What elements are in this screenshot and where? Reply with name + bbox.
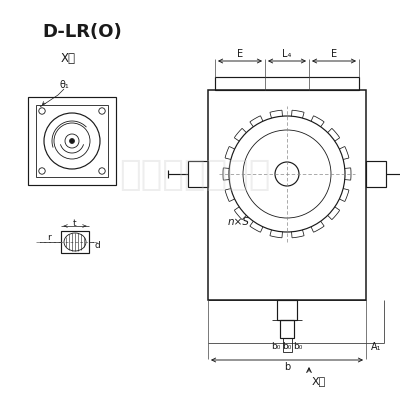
Text: b₀: b₀ — [293, 342, 303, 351]
Bar — [366, 161, 386, 187]
Text: D-LR(O): D-LR(O) — [42, 23, 122, 41]
Circle shape — [70, 138, 74, 144]
Bar — [36, 105, 108, 177]
Text: L₄: L₄ — [282, 49, 292, 59]
Bar — [215, 77, 359, 90]
Bar — [277, 300, 297, 320]
Text: d: d — [94, 240, 100, 250]
Text: b₀: b₀ — [271, 342, 281, 351]
Text: A₁: A₁ — [371, 342, 381, 352]
Text: r: r — [47, 232, 51, 242]
Bar — [188, 161, 208, 187]
Text: E: E — [237, 49, 243, 59]
Text: n×S: n×S — [228, 217, 250, 227]
Text: θ₁: θ₁ — [59, 80, 69, 90]
Text: b₀: b₀ — [282, 342, 292, 351]
Text: E: E — [331, 49, 337, 59]
Bar — [280, 320, 294, 338]
Bar — [28, 97, 116, 185]
Text: t: t — [73, 218, 77, 228]
Text: X向: X向 — [60, 52, 76, 64]
Text: b: b — [284, 362, 290, 372]
Text: 德德精木减速机: 德德精木减速机 — [119, 158, 271, 192]
Bar — [61, 231, 89, 253]
Text: X向: X向 — [312, 376, 326, 386]
Bar — [282, 338, 292, 352]
Bar — [208, 90, 366, 300]
